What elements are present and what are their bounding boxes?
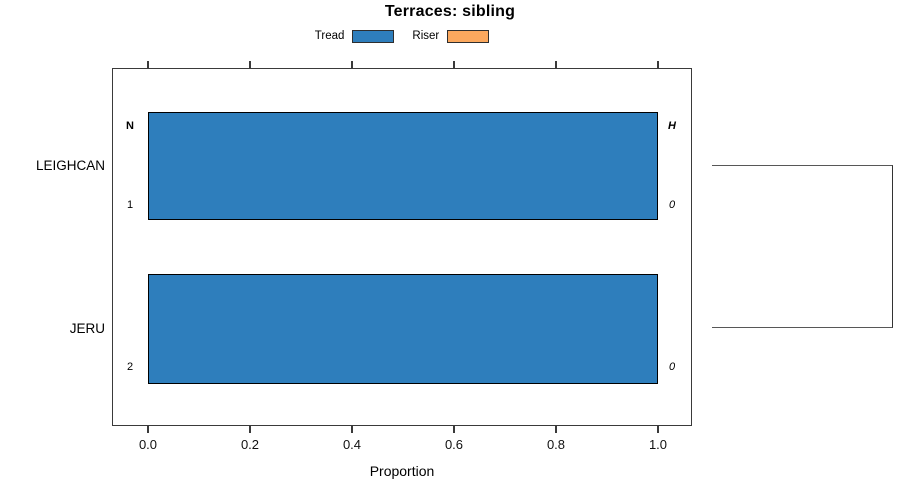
- x-tick-label-0.4: 0.4: [342, 437, 362, 452]
- x-tick-bottom-0.0: [147, 426, 149, 433]
- x-tick-label-1.0: 1.0: [648, 437, 668, 452]
- plot-area: [112, 68, 692, 426]
- legend: Tread Riser: [112, 27, 692, 45]
- bar-jeru-tread: [148, 274, 658, 384]
- x-tick-bottom-0.4: [351, 426, 353, 433]
- x-tick-top-0.6: [453, 61, 455, 68]
- y-axis-label-leighcan: LEIGHCAN: [35, 158, 105, 173]
- sibling-bracket: [712, 165, 893, 328]
- tread-swatch-icon: [352, 29, 395, 43]
- annotation-2: 2: [126, 361, 134, 373]
- x-tick-label-0.8: 0.8: [546, 437, 566, 452]
- legend-label-riser: Riser: [412, 30, 440, 42]
- x-tick-bottom-0.6: [453, 426, 455, 433]
- x-tick-bottom-0.8: [555, 426, 557, 433]
- x-tick-top-0.2: [249, 61, 251, 68]
- x-tick-top-1.0: [657, 61, 659, 68]
- chart-title: Terraces: sibling: [384, 3, 516, 20]
- annotation-0-bar1: 0: [668, 199, 676, 211]
- y-axis-label-jeru: JERU: [69, 321, 105, 336]
- x-tick-top-0.0: [147, 61, 149, 68]
- legend-item-riser: Riser: [412, 29, 490, 43]
- x-axis-title: Proportion: [369, 463, 435, 479]
- annotation-0-bar2: 0: [668, 361, 676, 373]
- x-tick-label-0.6: 0.6: [444, 437, 464, 452]
- x-tick-bottom-1.0: [657, 426, 659, 433]
- riser-swatch-icon: [447, 29, 490, 43]
- annotation-1: 1: [126, 199, 134, 211]
- x-tick-bottom-0.2: [249, 426, 251, 433]
- legend-label-tread: Tread: [314, 30, 345, 42]
- annotation-n: N: [126, 120, 134, 132]
- x-tick-top-0.8: [555, 61, 557, 68]
- x-tick-label-0.0: 0.0: [138, 437, 158, 452]
- annotation-h: H: [668, 120, 676, 132]
- bar-leighcan-tread: [148, 112, 658, 220]
- x-tick-top-0.4: [351, 61, 353, 68]
- x-tick-label-0.2: 0.2: [240, 437, 260, 452]
- legend-item-tread: Tread: [314, 29, 395, 43]
